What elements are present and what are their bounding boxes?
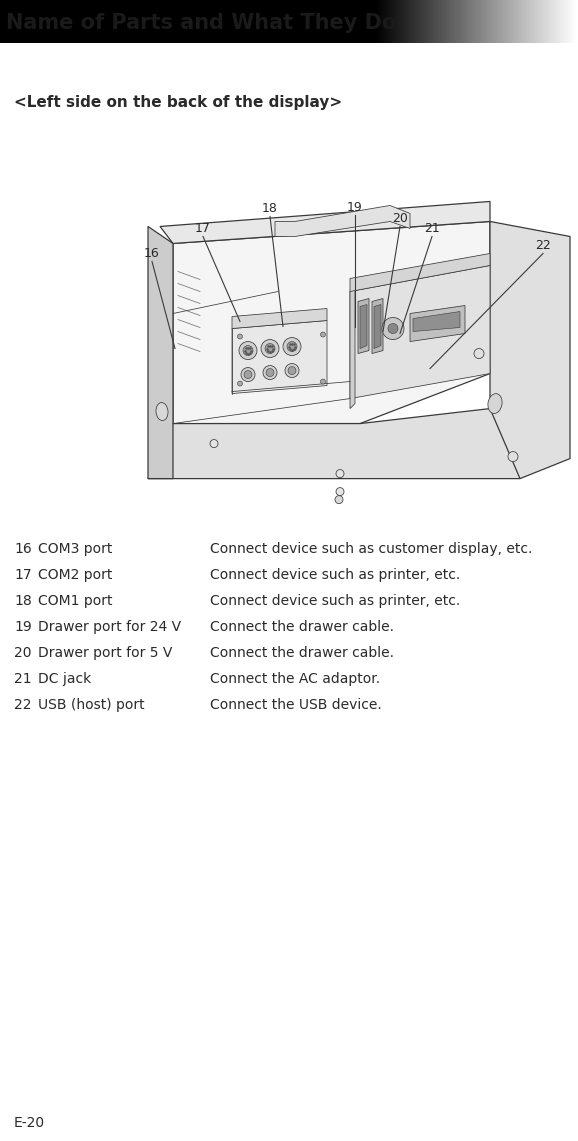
Text: 17: 17 <box>195 222 211 235</box>
Polygon shape <box>410 306 465 341</box>
Polygon shape <box>350 253 490 291</box>
Circle shape <box>285 364 299 378</box>
Polygon shape <box>350 283 355 408</box>
Text: 22: 22 <box>14 698 31 712</box>
Text: 19: 19 <box>14 620 32 633</box>
Text: Connect the USB device.: Connect the USB device. <box>210 698 381 712</box>
Polygon shape <box>350 266 490 398</box>
Text: 17: 17 <box>14 568 32 582</box>
Circle shape <box>283 338 301 356</box>
Circle shape <box>266 369 274 377</box>
Text: 20: 20 <box>14 646 31 659</box>
Circle shape <box>239 341 257 359</box>
Circle shape <box>241 367 255 381</box>
Text: E-20: E-20 <box>14 1116 45 1130</box>
Polygon shape <box>490 221 570 478</box>
Text: 16: 16 <box>14 542 32 556</box>
Text: COM3 port: COM3 port <box>38 542 112 556</box>
Polygon shape <box>148 408 520 478</box>
Text: COM1 port: COM1 port <box>38 593 113 608</box>
Circle shape <box>388 324 398 333</box>
Circle shape <box>243 346 253 356</box>
Circle shape <box>263 365 277 380</box>
Text: 16: 16 <box>144 248 160 260</box>
Polygon shape <box>413 311 460 332</box>
Circle shape <box>265 343 275 354</box>
Text: Connect the drawer cable.: Connect the drawer cable. <box>210 620 394 633</box>
Circle shape <box>335 495 343 503</box>
Text: Connect device such as customer display, etc.: Connect device such as customer display,… <box>210 542 532 556</box>
Polygon shape <box>275 205 410 236</box>
Text: <Left side on the back of the display>: <Left side on the back of the display> <box>14 96 342 111</box>
Ellipse shape <box>156 403 168 421</box>
Circle shape <box>474 348 484 358</box>
Ellipse shape <box>488 394 502 413</box>
Text: 20: 20 <box>392 212 408 226</box>
Text: Drawer port for 24 V: Drawer port for 24 V <box>38 620 181 633</box>
Text: 18: 18 <box>14 593 32 608</box>
Text: 21: 21 <box>14 672 32 686</box>
Text: Connect the drawer cable.: Connect the drawer cable. <box>210 646 394 659</box>
Polygon shape <box>160 202 490 243</box>
Circle shape <box>261 340 279 357</box>
Polygon shape <box>232 321 327 394</box>
Circle shape <box>508 452 518 462</box>
Circle shape <box>210 439 218 447</box>
Circle shape <box>287 341 297 351</box>
Text: 22: 22 <box>535 240 551 252</box>
Circle shape <box>244 371 252 379</box>
Text: 18: 18 <box>262 202 278 216</box>
Text: Connect device such as printer, etc.: Connect device such as printer, etc. <box>210 568 460 582</box>
Circle shape <box>238 334 243 339</box>
Polygon shape <box>232 308 327 329</box>
Text: DC jack: DC jack <box>38 672 91 686</box>
Text: Name of Parts and What They Do: Name of Parts and What They Do <box>6 13 396 33</box>
Circle shape <box>382 317 404 340</box>
Text: Drawer port for 5 V: Drawer port for 5 V <box>38 646 172 659</box>
Polygon shape <box>358 299 369 354</box>
Polygon shape <box>374 305 381 348</box>
Polygon shape <box>148 226 173 478</box>
Circle shape <box>288 366 296 374</box>
Text: COM2 port: COM2 port <box>38 568 112 582</box>
Text: 21: 21 <box>424 222 440 235</box>
Text: Connect the AC adaptor.: Connect the AC adaptor. <box>210 672 380 686</box>
Text: 19: 19 <box>347 202 363 215</box>
Circle shape <box>320 379 325 385</box>
Polygon shape <box>173 221 490 478</box>
Circle shape <box>320 332 325 337</box>
Polygon shape <box>360 305 367 348</box>
Text: Connect device such as printer, etc.: Connect device such as printer, etc. <box>210 593 460 608</box>
Text: USB (host) port: USB (host) port <box>38 698 144 712</box>
Circle shape <box>336 487 344 495</box>
Polygon shape <box>372 299 383 354</box>
Circle shape <box>238 381 243 386</box>
Circle shape <box>336 470 344 478</box>
